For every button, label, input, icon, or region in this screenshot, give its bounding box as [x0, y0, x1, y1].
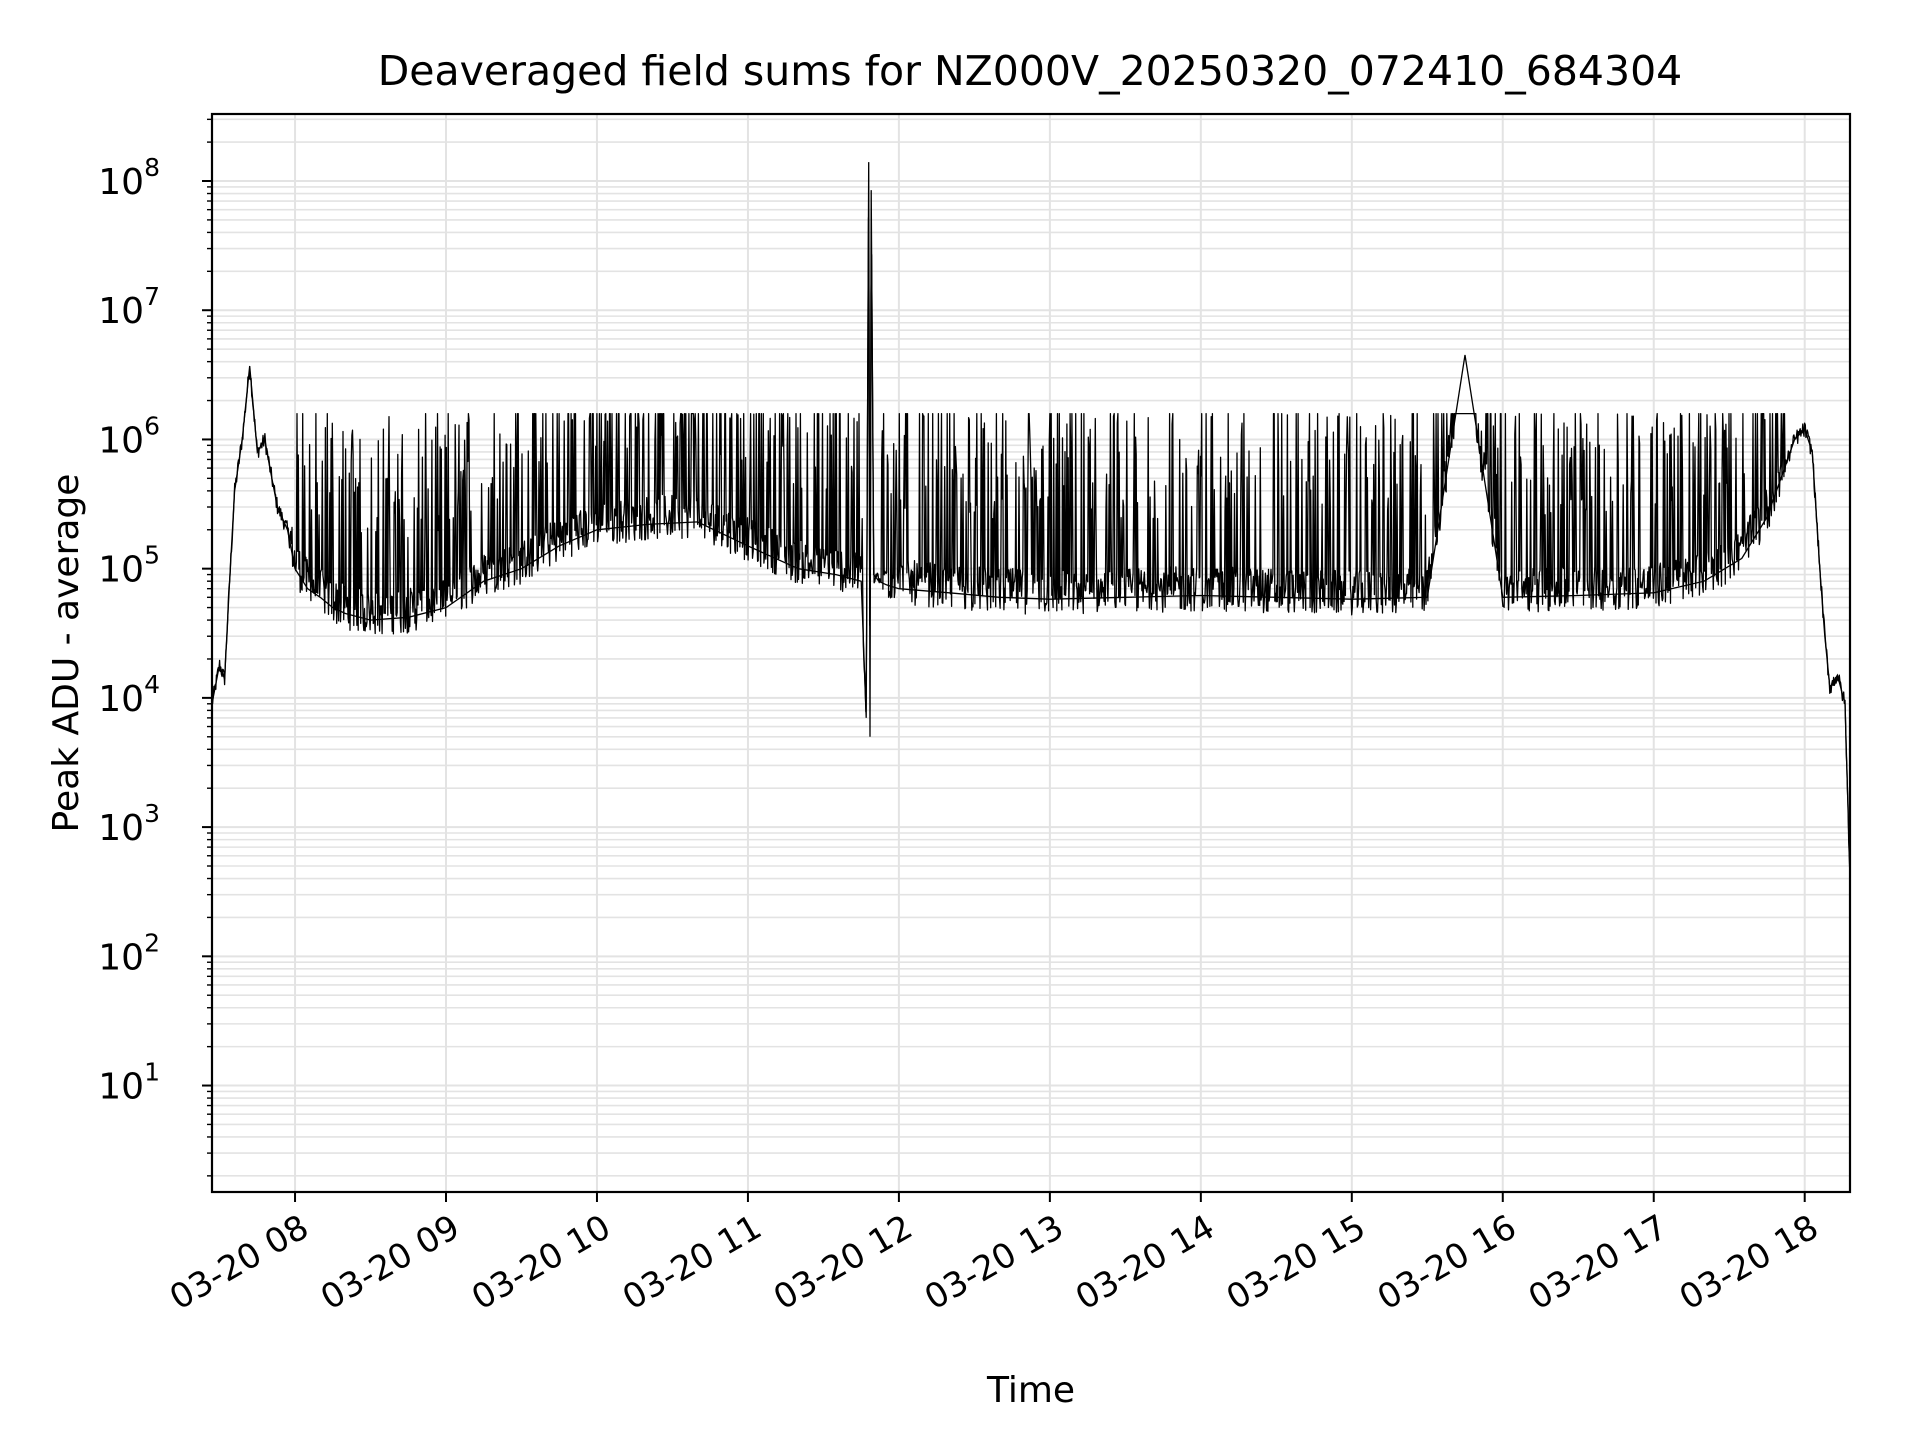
y-tick-base: 10: [98, 162, 144, 203]
x-axis-label: Time: [986, 1370, 1075, 1411]
y-tick-base: 10: [98, 808, 144, 849]
y-tick-label: 105: [98, 541, 160, 591]
plot-background: [212, 114, 1850, 1192]
series-layer: [211, 162, 1851, 882]
y-tick-label: 101: [98, 1058, 160, 1108]
y-tick-label: 104: [98, 670, 160, 720]
y-tick-label: 107: [98, 282, 160, 332]
plot-area: [210, 112, 1852, 1194]
y-tick-exponent: 7: [144, 282, 160, 311]
plot-frame: [210, 112, 1852, 1194]
y-tick-label: 108: [98, 153, 160, 203]
y-tick-exponent: 1: [144, 1058, 160, 1087]
grid-layer: [212, 114, 1850, 1192]
y-tick-base: 10: [98, 937, 144, 978]
y-tick-label: 106: [98, 411, 160, 461]
y-tick-base: 10: [98, 679, 144, 720]
y-axis-label: Peak ADU - average: [46, 474, 87, 833]
series-line: [211, 216, 1851, 882]
y-tick-exponent: 5: [144, 541, 160, 570]
y-tick-exponent: 8: [144, 153, 160, 182]
y-tick-base: 10: [98, 550, 144, 591]
y-tick-base: 10: [98, 1067, 144, 1108]
y-tick-exponent: 6: [144, 411, 160, 440]
y-tick-exponent: 4: [144, 670, 160, 699]
y-tick-label: 102: [98, 928, 160, 978]
y-tick-base: 10: [98, 291, 144, 332]
chart-title: Deaveraged field sums for NZ000V_2025032…: [378, 47, 1683, 95]
y-tick-label: 103: [98, 799, 160, 849]
series-envelope: [211, 162, 1851, 879]
y-tick-exponent: 2: [144, 928, 160, 957]
y-tick-base: 10: [98, 420, 144, 461]
y-tick-exponent: 3: [144, 799, 160, 828]
